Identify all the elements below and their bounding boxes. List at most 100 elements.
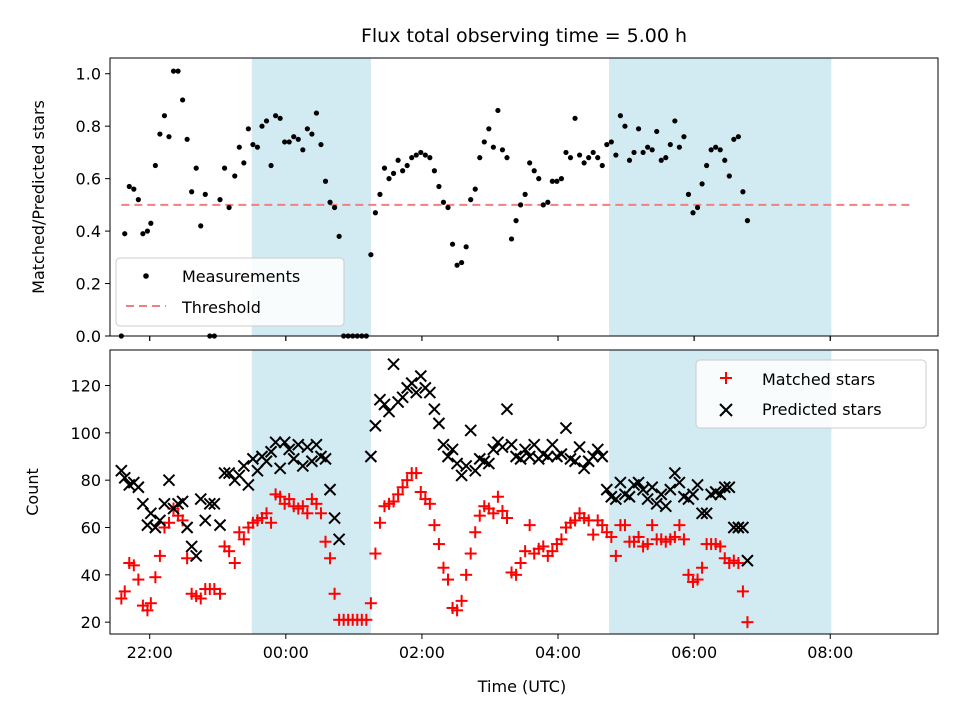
measurement-point	[685, 191, 692, 197]
predicted-star-point	[273, 462, 287, 475]
predicted-star-point	[518, 443, 532, 456]
measurement-point	[567, 155, 574, 161]
measurement-point	[595, 155, 601, 161]
measurement-point	[586, 155, 592, 161]
predicted-star-point	[208, 497, 221, 511]
measurement-point	[409, 155, 415, 161]
matched-star-point	[736, 585, 749, 598]
measurement-point	[135, 197, 141, 203]
measurement-point	[690, 210, 696, 216]
measurement-point	[404, 162, 410, 169]
matched-star-point	[428, 519, 441, 532]
bottom-legend: Matched stars Predicted stars	[695, 359, 927, 429]
measurement-point	[263, 118, 270, 124]
bottom-legend-box	[695, 359, 927, 429]
matched-star-point	[714, 540, 727, 553]
predicted-star-point	[500, 402, 514, 416]
measurement-point	[590, 149, 596, 156]
matched-star-point	[455, 594, 468, 607]
top-y-ticks: 0.0 0.2 0.4 0.6 0.8 1.0	[76, 65, 110, 346]
top-shaded-interval-1	[609, 58, 832, 336]
measurement-point	[654, 128, 660, 135]
measurement-point	[381, 165, 388, 171]
matched-star-point	[387, 495, 400, 508]
measurement-point	[166, 134, 172, 140]
measurement-point	[558, 176, 565, 182]
predicted-star-point	[194, 492, 207, 506]
predicted-star-point	[437, 438, 450, 451]
matched-star-point	[118, 585, 131, 598]
predicted-star-point	[432, 417, 446, 430]
predicted-star-point	[283, 443, 296, 456]
predicted-star-point	[378, 398, 391, 411]
measurement-point	[540, 202, 546, 208]
x-tick-label: 04:00	[535, 643, 581, 662]
predicted-star-point	[655, 488, 668, 501]
predicted-star-point	[505, 438, 518, 451]
predicted-star-point	[455, 469, 468, 482]
predicted-star-point	[423, 386, 437, 399]
measurement-point	[472, 186, 478, 192]
measurement-point	[427, 155, 433, 161]
matched-star-point	[328, 587, 341, 600]
bottom-panel: 22:00 00:00 02:00 04:00 06:00 08:00 20 40 60 80 1…	[23, 349, 939, 696]
matched-star-point	[324, 552, 337, 565]
measurement-point	[322, 178, 329, 184]
predicted-star-point	[269, 436, 282, 449]
measurement-point	[254, 144, 261, 150]
measurement-point	[245, 126, 251, 132]
measurement-point	[318, 141, 324, 148]
matched-star-point	[605, 530, 618, 543]
measurement-point	[477, 155, 483, 161]
predicted-star-point	[176, 495, 189, 508]
measurement-point	[495, 107, 501, 114]
matched-star-point	[392, 488, 405, 501]
predicted-star-point	[222, 466, 236, 480]
predicted-star-point	[218, 466, 231, 480]
matched-star-point	[369, 547, 382, 560]
predicted-star-point	[332, 533, 346, 546]
predicted-star-point	[714, 488, 727, 501]
measurement-point	[377, 191, 383, 197]
predicted-star-point	[568, 455, 582, 468]
top-legend: Measurements Threshold	[115, 257, 345, 327]
x-axis-label: Time (UTC)	[477, 677, 566, 696]
measurement-point	[622, 123, 628, 129]
x-tick-label: 08:00	[807, 643, 853, 662]
measurement-point	[148, 220, 154, 226]
predicted-star-point	[233, 469, 246, 482]
predicted-star-point	[450, 457, 464, 470]
predicted-star-point	[596, 450, 609, 463]
measurement-point	[454, 262, 460, 268]
top-x-ticks	[149, 336, 831, 341]
measurement-point	[226, 204, 232, 211]
measurement-point	[198, 223, 204, 229]
predicted-star-point	[732, 521, 745, 534]
measurement-point	[517, 202, 524, 208]
predicted-star-point	[446, 443, 459, 456]
matched-star-point	[401, 474, 414, 487]
predicted-star-point	[459, 459, 473, 473]
measurement-point	[413, 152, 419, 158]
predicted-star-point	[736, 521, 750, 534]
measurement-point	[431, 168, 437, 174]
predicted-star-point	[260, 455, 273, 468]
predicted-star-point	[441, 450, 455, 463]
matched-star-point	[510, 568, 523, 581]
matched-star-point	[519, 545, 532, 558]
measurement-point	[658, 157, 664, 163]
measurement-point	[635, 126, 642, 132]
legend-measurements-marker	[143, 273, 149, 279]
predicted-star-point	[185, 540, 198, 553]
matched-star-point	[641, 538, 654, 551]
measurement-point	[481, 139, 487, 145]
x-tick-label: 22:00	[127, 643, 173, 662]
predicted-star-point	[577, 462, 591, 475]
measurement-point	[140, 231, 146, 237]
top-y-tick-label: 0.6	[76, 170, 101, 189]
bot-y-tick-label: 20	[81, 613, 101, 632]
measurement-point	[513, 218, 519, 224]
predicted-star-point	[741, 554, 754, 567]
measurement-point	[202, 191, 208, 197]
measurement-point	[717, 147, 723, 153]
